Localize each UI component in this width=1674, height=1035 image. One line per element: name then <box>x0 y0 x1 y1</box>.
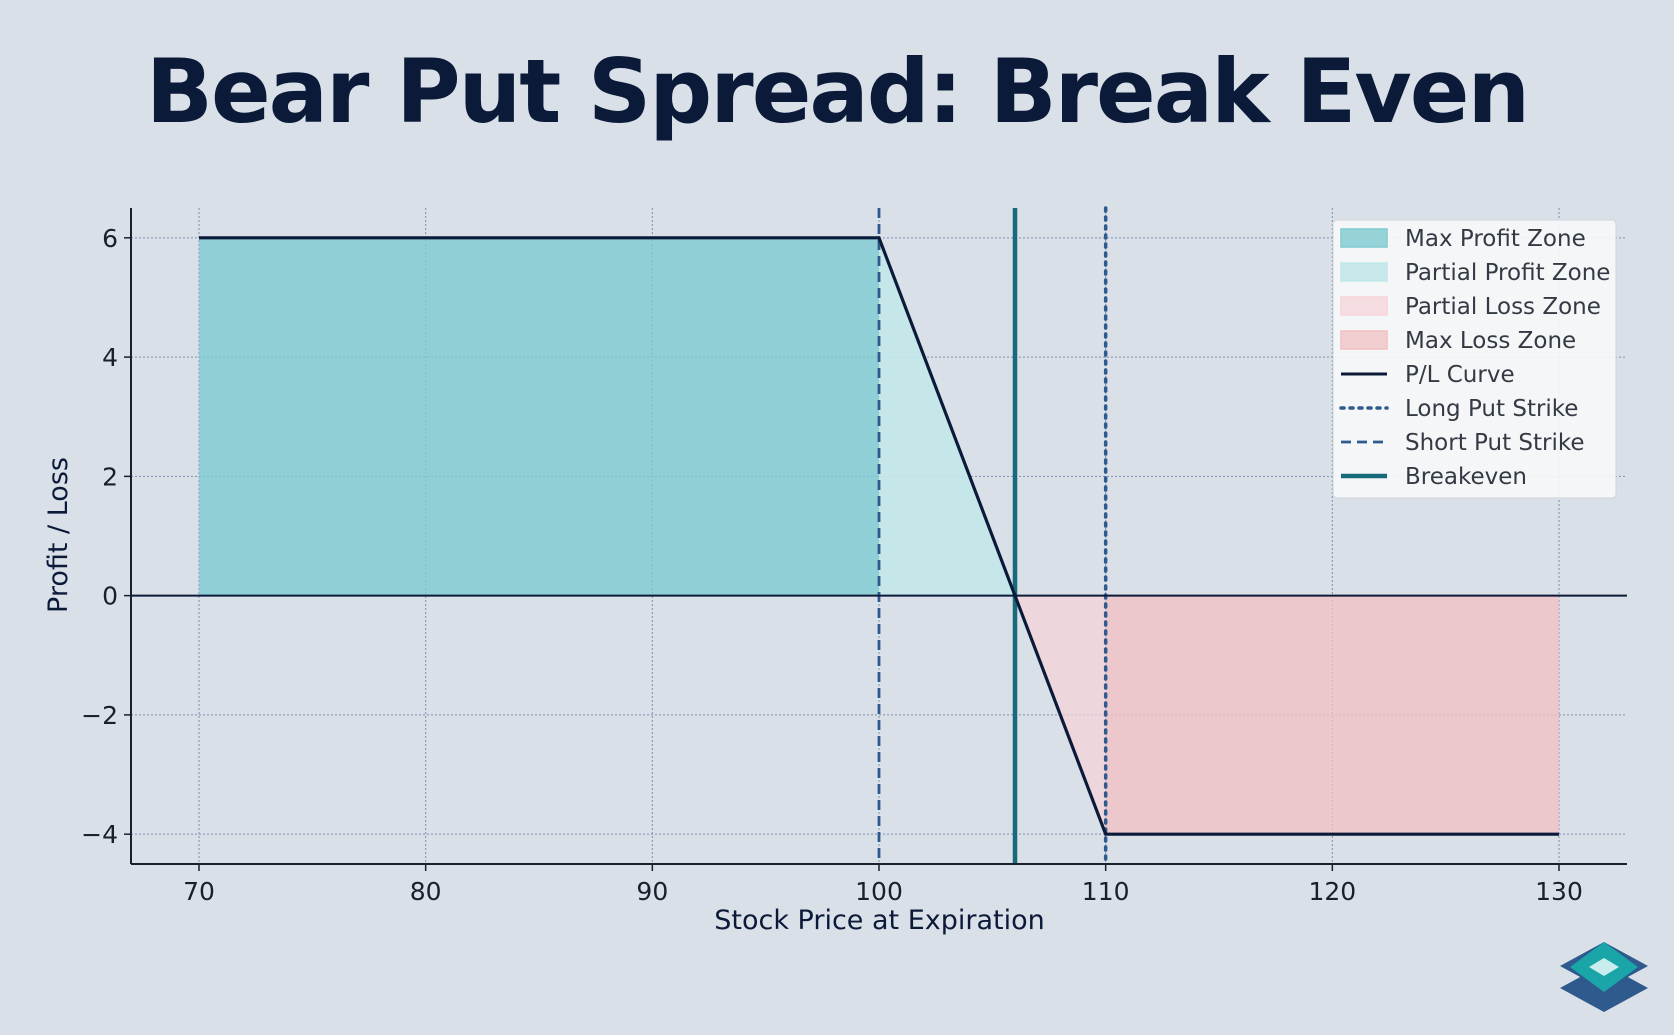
max-profit-zone-legend-label: Max Profit Zone <box>1405 226 1586 252</box>
breakeven-legend-label: Breakeven <box>1405 464 1527 490</box>
y-tick-label: 4 <box>102 343 118 372</box>
x-tick-label: 80 <box>410 877 442 906</box>
short-put-strike-legend-label: Short Put Strike <box>1405 430 1585 456</box>
x-tick-label: 110 <box>1082 877 1130 906</box>
partial-profit-zone-legend-swatch <box>1340 262 1388 282</box>
y-tick-label: 2 <box>102 462 118 491</box>
partial-loss-zone-legend-swatch <box>1340 296 1388 316</box>
x-tick-label: 100 <box>855 877 903 906</box>
x-tick-label: 90 <box>636 877 668 906</box>
partial-profit-zone-legend-label: Partial Profit Zone <box>1405 260 1610 286</box>
x-tick-label: 120 <box>1308 877 1356 906</box>
max-profit-zone-fill <box>199 237 879 596</box>
y-axis-label: Profit / Loss <box>43 457 74 613</box>
partial-loss-zone-legend-label: Partial Loss Zone <box>1405 294 1601 320</box>
reference-lines <box>877 206 1108 866</box>
max-profit-zone-legend-swatch <box>1340 228 1388 248</box>
logo-layer-center <box>1589 958 1619 976</box>
max-loss-zone-legend-swatch <box>1340 330 1388 350</box>
axes <box>124 208 1627 871</box>
page-title: Bear Put Spread: Break Even <box>145 40 1530 143</box>
tick-labels: 70 80 90 100 110 120 130 −4 −2 0 2 4 6 <box>81 224 1583 906</box>
max-loss-zone-fill <box>1105 595 1559 835</box>
legend-box <box>1332 219 1617 499</box>
x-axis-label: Stock Price at Expiration <box>714 905 1045 936</box>
max-loss-zone-legend-label: Max Loss Zone <box>1405 328 1576 354</box>
legend: Max Profit Zone Partial Profit Zone Partia… <box>1332 219 1617 499</box>
x-tick-label: 130 <box>1535 877 1583 906</box>
p-l-curve-legend-label: P/L Curve <box>1405 362 1515 388</box>
y-tick-label: −4 <box>81 820 118 849</box>
y-tick-label: 6 <box>102 224 118 253</box>
long-put-strike-legend-label: Long Put Strike <box>1405 396 1578 422</box>
y-tick-label: −2 <box>81 701 118 730</box>
y-tick-label: 0 <box>102 582 118 611</box>
x-tick-label: 70 <box>183 877 215 906</box>
layered-diamond-logo-icon <box>1560 942 1648 1012</box>
